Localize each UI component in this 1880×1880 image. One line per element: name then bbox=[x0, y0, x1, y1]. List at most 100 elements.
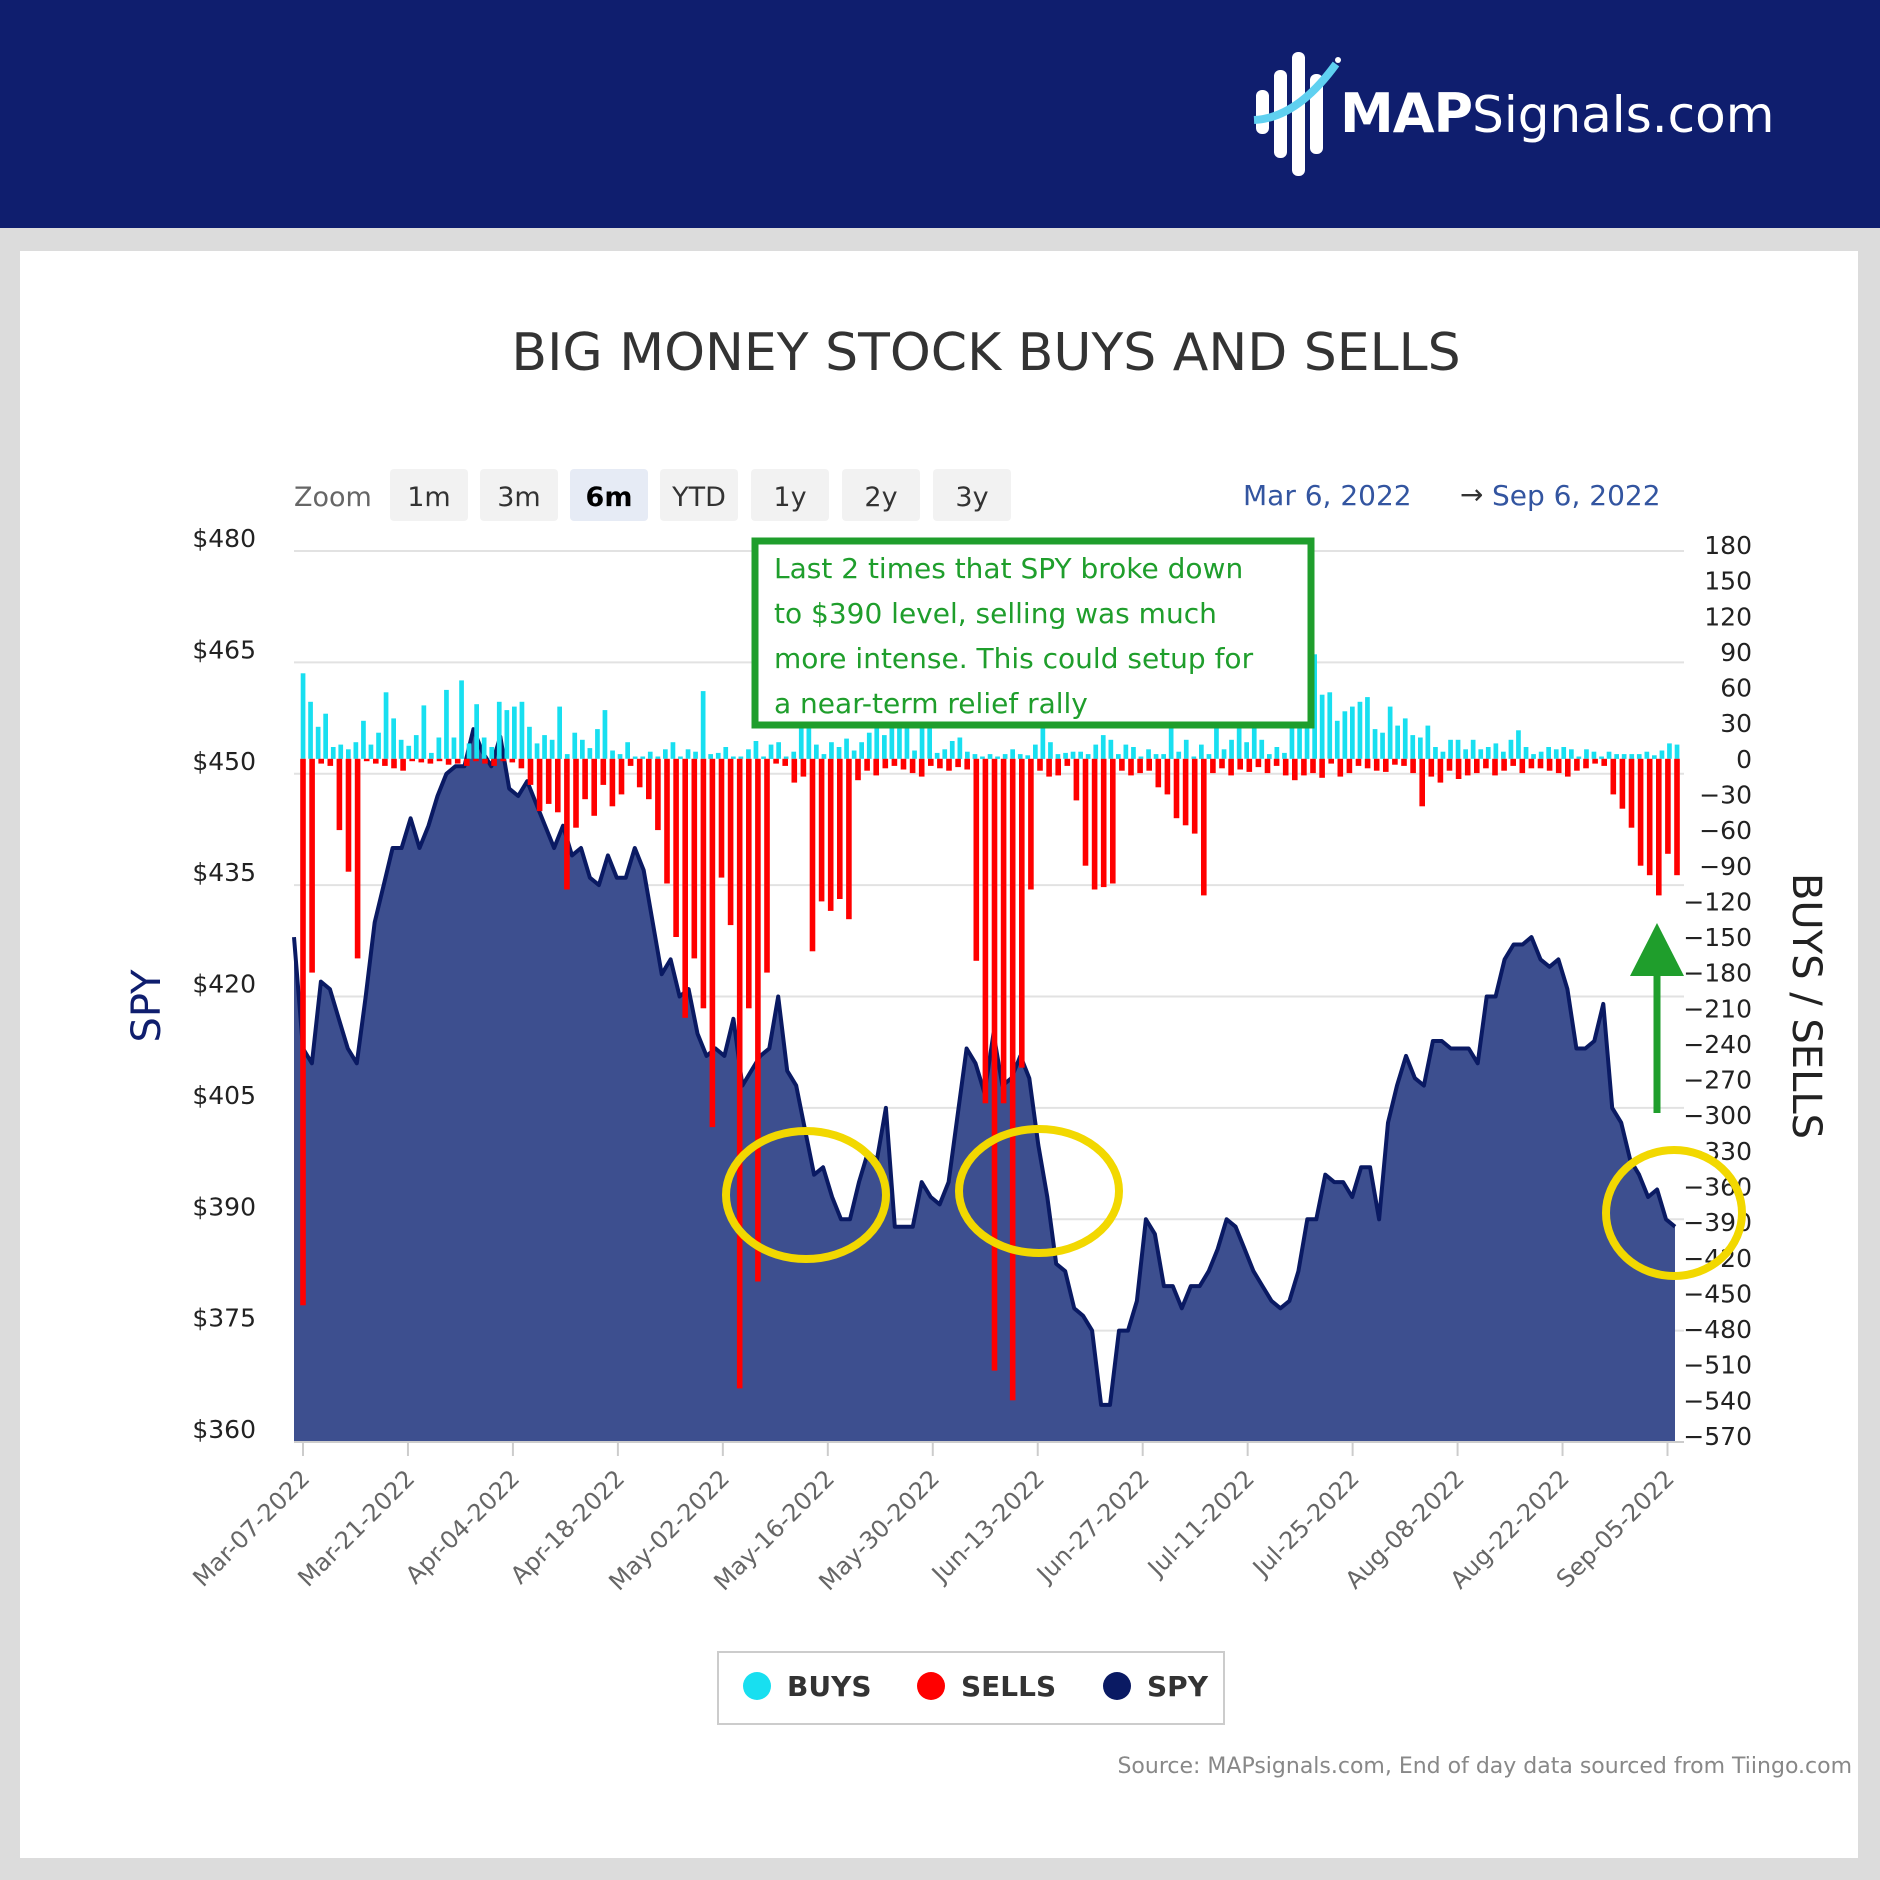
sell-bar bbox=[682, 758, 688, 1018]
buy-bar bbox=[1002, 754, 1008, 759]
up-arrow-icon bbox=[1630, 923, 1684, 1113]
buy-bar bbox=[602, 710, 608, 759]
buy-bar bbox=[866, 732, 872, 759]
zoom-button-3m[interactable]: 3m bbox=[480, 469, 558, 521]
buy-bar bbox=[421, 705, 427, 759]
zoom-button-2y[interactable]: 2y bbox=[842, 469, 920, 521]
sell-bar bbox=[300, 758, 306, 1306]
sell-bar bbox=[973, 758, 980, 961]
buy-bar bbox=[836, 747, 842, 759]
highlight-circle-may bbox=[722, 1127, 890, 1263]
buy-bar bbox=[436, 737, 442, 759]
sell-bar bbox=[1355, 758, 1362, 766]
legend-box bbox=[717, 1651, 1225, 1725]
mapsignals-logo[interactable]: MAPSignals.com bbox=[1252, 52, 1774, 182]
left-tick-label: $420 bbox=[192, 970, 256, 999]
zoom-button-bg bbox=[842, 469, 920, 521]
zoom-button-ytd[interactable]: YTD bbox=[660, 469, 738, 521]
buy-bar bbox=[731, 756, 736, 759]
sell-bar bbox=[818, 758, 825, 902]
sell-bar bbox=[1392, 758, 1398, 765]
legend-item-sells[interactable]: SELLS bbox=[917, 1670, 1056, 1703]
zoom-button-3y[interactable]: 3y bbox=[933, 469, 1011, 521]
left-tick-label: $465 bbox=[192, 635, 256, 664]
sell-bar bbox=[1373, 758, 1380, 771]
zoom-button-1m[interactable]: 1m bbox=[390, 469, 468, 521]
buy-bar bbox=[934, 752, 940, 759]
sell-bar bbox=[646, 758, 652, 800]
buy-bar bbox=[1176, 751, 1182, 759]
sell-bar bbox=[318, 758, 324, 764]
legend-marker-buys bbox=[743, 1672, 771, 1700]
buy-bar bbox=[942, 749, 948, 759]
highlight-circle-sept bbox=[1602, 1146, 1746, 1280]
buy-bar bbox=[685, 749, 691, 759]
zoom-button-6m[interactable]: 6m bbox=[570, 469, 648, 521]
date-to[interactable]: Sep 6, 2022 bbox=[1492, 479, 1661, 512]
annotation-box bbox=[751, 537, 1315, 729]
buy-bar bbox=[512, 706, 517, 759]
sell-bar bbox=[755, 758, 761, 1282]
sell-bar bbox=[727, 758, 734, 926]
buy-bar bbox=[1183, 739, 1189, 759]
buy-bar bbox=[1206, 754, 1212, 759]
buy-bar bbox=[564, 754, 570, 759]
x-tick-label: Jun-27-2022 bbox=[1030, 1464, 1155, 1589]
legend-item-buys[interactable]: BUYS bbox=[743, 1670, 872, 1703]
sell-bar bbox=[1510, 758, 1516, 766]
sell-bar bbox=[800, 758, 807, 777]
buy-bar bbox=[406, 745, 412, 759]
zoom-selector: Zoom 1m 3m 6m YTD 1y 2y 3y bbox=[294, 469, 1011, 521]
buy-bar bbox=[693, 751, 698, 759]
sell-bar bbox=[1492, 758, 1498, 776]
buy-bar bbox=[1659, 750, 1665, 759]
buy-bar bbox=[489, 747, 495, 759]
date-from[interactable]: Mar 6, 2022 bbox=[1243, 479, 1412, 512]
sell-bar bbox=[1674, 758, 1680, 876]
buy-bar bbox=[1063, 752, 1068, 759]
left-tick-label: $360 bbox=[192, 1415, 256, 1444]
buy-bar bbox=[647, 751, 653, 759]
sell-bar bbox=[391, 758, 397, 769]
buy-bar bbox=[882, 735, 887, 759]
sell-bar bbox=[445, 758, 452, 765]
spy-area-fill bbox=[294, 729, 1675, 1442]
buy-bar bbox=[610, 750, 615, 759]
sell-bar bbox=[309, 758, 315, 973]
buy-bar bbox=[1470, 739, 1476, 759]
sell-bar bbox=[837, 758, 843, 899]
sell-bar bbox=[1110, 758, 1116, 884]
right-tick-label: 180 bbox=[1704, 531, 1752, 560]
buy-bar bbox=[1153, 754, 1159, 759]
sell-bar bbox=[964, 758, 970, 770]
buy-bar bbox=[542, 735, 547, 759]
chart-title: BIG MONEY STOCK BUYS AND SELLS bbox=[511, 323, 1460, 383]
buy-bar bbox=[534, 743, 540, 759]
sell-bar bbox=[846, 758, 852, 920]
annotation-line-2: to $390 level, selling was much bbox=[774, 597, 1217, 630]
right-tick-label: −90 bbox=[1699, 852, 1752, 881]
left-tick-label: $435 bbox=[192, 858, 256, 887]
sell-bar bbox=[1146, 758, 1152, 771]
sell-bar bbox=[1119, 758, 1125, 771]
annotation-callout: Last 2 times that SPY broke down to $390… bbox=[751, 537, 1315, 729]
sell-bar bbox=[1419, 758, 1425, 807]
sell-bar bbox=[991, 758, 998, 1371]
right-tick-label: −480 bbox=[1683, 1315, 1752, 1344]
buy-bar bbox=[1667, 743, 1672, 759]
buy-bar bbox=[851, 750, 857, 759]
buy-bar bbox=[1357, 701, 1363, 759]
buy-bar bbox=[1199, 744, 1204, 759]
buy-bar bbox=[806, 716, 812, 759]
buy-bar bbox=[323, 713, 328, 759]
buy-bar bbox=[663, 749, 668, 759]
sell-bar bbox=[1646, 758, 1653, 876]
zoom-button-1y[interactable]: 1y bbox=[751, 469, 829, 521]
right-tick-label: 30 bbox=[1720, 709, 1752, 738]
buy-bar bbox=[897, 720, 902, 759]
buy-bar bbox=[451, 737, 457, 759]
legend-marker-spy bbox=[1103, 1672, 1131, 1700]
legend-item-spy[interactable]: SPY bbox=[1103, 1670, 1209, 1703]
buy-bar bbox=[753, 741, 759, 759]
buy-bar bbox=[1319, 694, 1325, 759]
